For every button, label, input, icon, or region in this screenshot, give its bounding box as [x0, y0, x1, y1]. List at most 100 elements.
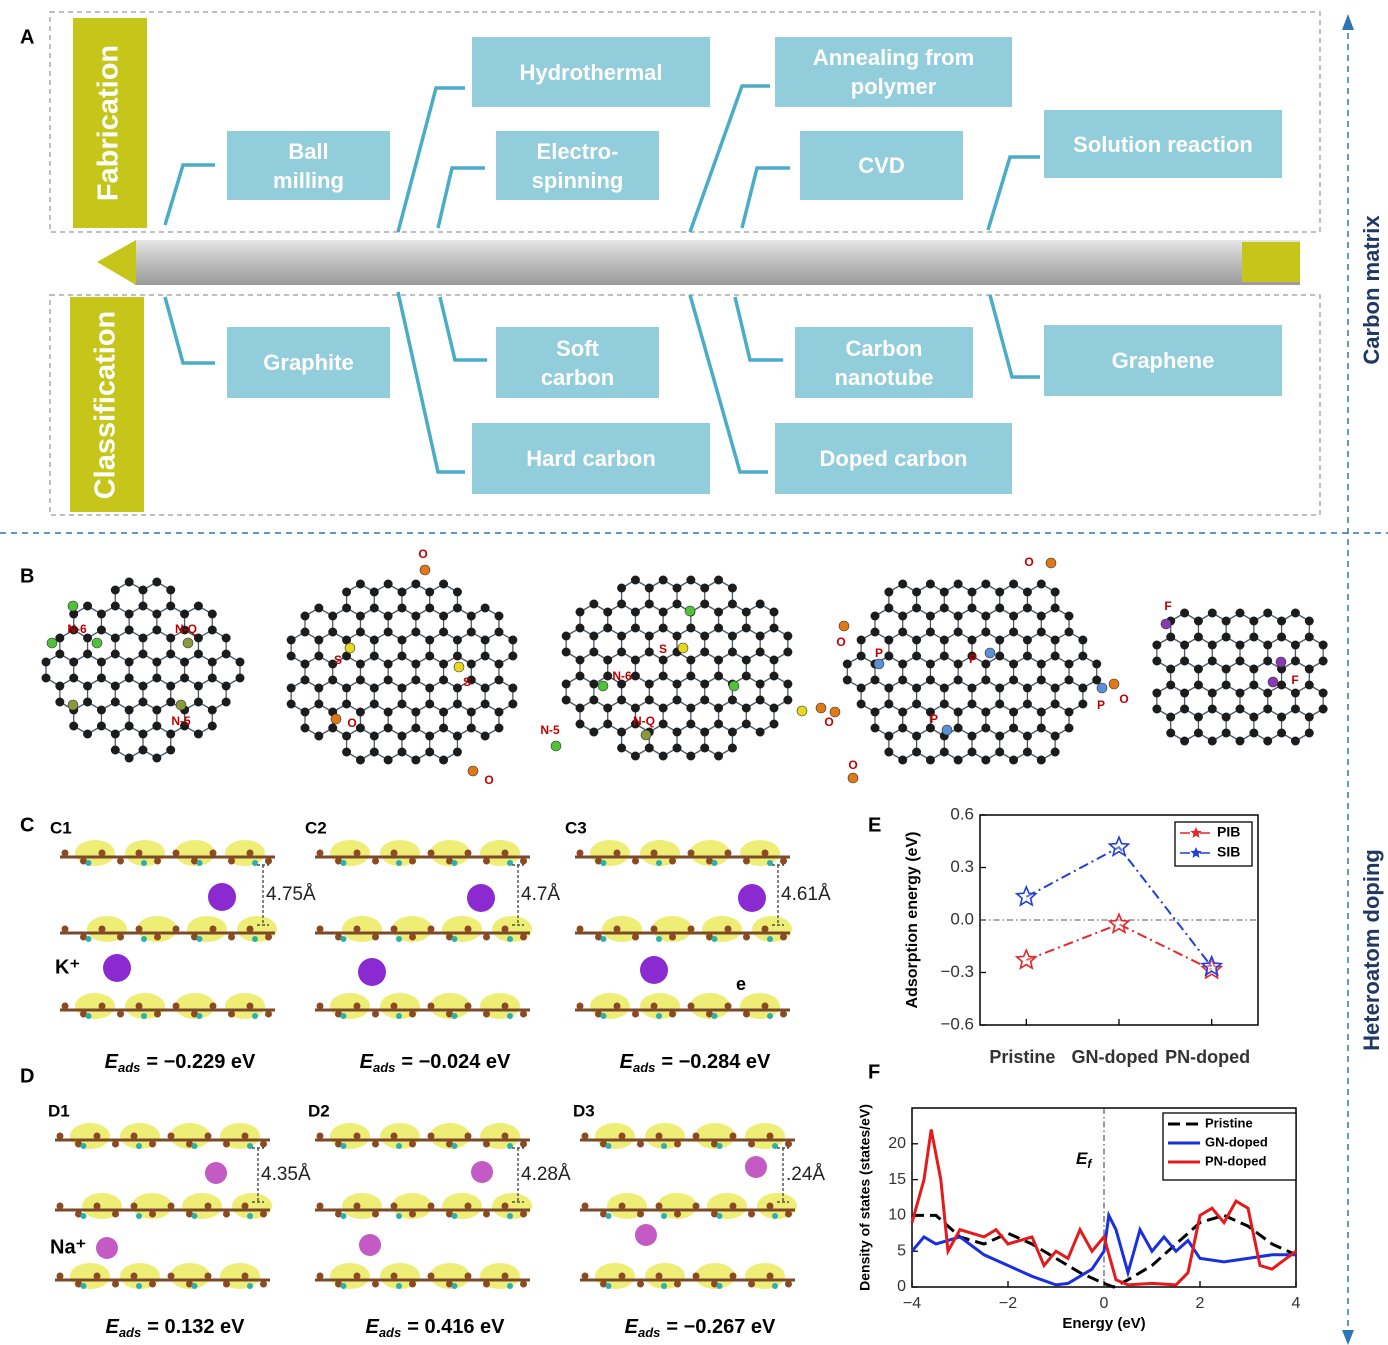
- carbon-atom: [354, 850, 361, 857]
- atom: [898, 628, 907, 637]
- carbon-atom: [99, 1003, 106, 1010]
- atom: [439, 708, 448, 717]
- ion: [205, 1162, 227, 1184]
- dopant-atom: [712, 936, 718, 942]
- atom: [603, 624, 612, 633]
- subscript: ads: [373, 1060, 395, 1075]
- dopant-atom: [598, 681, 608, 691]
- atom: [152, 578, 161, 587]
- electron-label: e: [736, 974, 746, 994]
- atom: [125, 706, 134, 715]
- atom: [1222, 633, 1231, 642]
- atom: [384, 756, 393, 765]
- atom: [494, 708, 503, 717]
- carbon-atom: [354, 926, 361, 933]
- dopant-atom: [252, 1013, 258, 1019]
- atom: [425, 732, 434, 741]
- atom: [1023, 636, 1032, 645]
- atom: [208, 658, 217, 667]
- atom: [1236, 609, 1245, 618]
- atom: [235, 658, 244, 667]
- connector: [735, 297, 783, 360]
- dopant-atom: [985, 648, 995, 658]
- atom: [857, 636, 866, 645]
- atom: [926, 756, 935, 765]
- dopant-atom: [452, 860, 458, 866]
- atom: [166, 586, 175, 595]
- atom: [152, 674, 161, 683]
- carbon-atom: [428, 926, 435, 933]
- atom: [180, 658, 189, 667]
- atom: [166, 602, 175, 611]
- atom: [139, 746, 148, 755]
- step-box: Electro-spinning: [496, 131, 659, 200]
- dopant-atom: [816, 703, 826, 713]
- atom: [1194, 633, 1203, 642]
- atom: [1277, 633, 1286, 642]
- dopant-atom: [183, 638, 193, 648]
- legend-label: PN-doped: [1205, 1153, 1266, 1168]
- carbon-atom: [372, 858, 379, 865]
- carbon-atom: [354, 1203, 361, 1210]
- atom: [940, 636, 949, 645]
- atom: [617, 696, 626, 705]
- eads-label: Eads= −0.284 eV: [620, 1051, 771, 1075]
- dopant-atom: [396, 1013, 402, 1019]
- dopant-atom: [772, 1213, 778, 1219]
- eads-label: Eads= 0.416 eV: [365, 1316, 505, 1340]
- dopant-atom: [1046, 558, 1056, 568]
- atom: [769, 624, 778, 633]
- dopant-atom: [507, 1213, 513, 1219]
- carbon-atom: [247, 850, 254, 857]
- atom: [1092, 676, 1101, 685]
- atom: [884, 588, 893, 597]
- atom: [617, 648, 626, 657]
- atom: [1263, 641, 1272, 650]
- atom: [673, 632, 682, 641]
- atom: [912, 652, 921, 661]
- connector: [438, 168, 485, 228]
- atom: [995, 748, 1004, 757]
- subpanel-label: D2: [308, 1101, 330, 1120]
- carbon-atom: [780, 858, 787, 865]
- atom: [1023, 700, 1032, 709]
- atom: [370, 604, 379, 613]
- y-tick-label: 0.3: [950, 857, 974, 876]
- atom: [673, 696, 682, 705]
- step-box: CVD: [800, 131, 963, 200]
- atom: [659, 624, 668, 633]
- symbol: E: [360, 1051, 374, 1073]
- atom: [1263, 689, 1272, 698]
- x-tick-label: Pristine: [989, 1047, 1055, 1067]
- carbon-atom: [168, 1133, 175, 1140]
- dopant-atom: [341, 1213, 347, 1219]
- atom: [1078, 684, 1087, 693]
- carbon-atom: [168, 1273, 175, 1280]
- atom: [222, 650, 231, 659]
- atom: [166, 682, 175, 691]
- carbon-atom: [767, 1203, 774, 1210]
- atom: [1305, 633, 1314, 642]
- timeline-end: [1242, 242, 1300, 282]
- atom: [1263, 705, 1272, 714]
- carbon-atom: [520, 858, 527, 865]
- atom: [342, 588, 351, 597]
- atom: [97, 674, 106, 683]
- atom: [194, 602, 203, 611]
- atom: [1037, 612, 1046, 621]
- atom: [562, 696, 571, 705]
- atom: [425, 604, 434, 613]
- atom: [603, 608, 612, 617]
- atom: [1051, 604, 1060, 613]
- atom: [700, 600, 709, 609]
- symbol: E: [105, 1051, 119, 1073]
- atom: [384, 580, 393, 589]
- atom-label: O: [418, 547, 427, 561]
- atom: [686, 704, 695, 713]
- atom: [467, 660, 476, 669]
- atom: [494, 660, 503, 669]
- dopant-atom: [247, 1213, 253, 1219]
- ion: [103, 954, 131, 982]
- atom: [884, 684, 893, 693]
- dopant-atom: [341, 1013, 347, 1019]
